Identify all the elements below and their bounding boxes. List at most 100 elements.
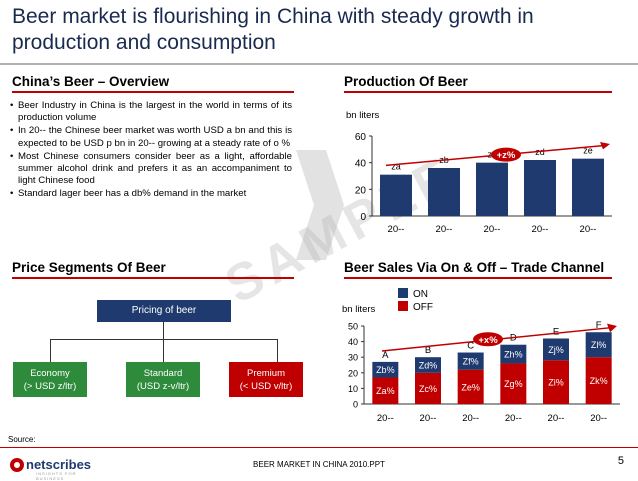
total-label: C xyxy=(467,341,474,352)
y-tick-label: 0 xyxy=(353,400,358,410)
segment-range: (> USD z/ltr) xyxy=(23,380,77,392)
growth-badge xyxy=(491,147,521,162)
bar-off xyxy=(457,369,484,404)
tree-connector xyxy=(277,339,278,362)
segment-name: Standard xyxy=(143,367,183,379)
legend-swatch xyxy=(398,301,408,311)
title-divider xyxy=(0,63,638,65)
bar-on xyxy=(543,338,569,361)
total-label: A xyxy=(382,350,389,361)
y-tick-label: 50 xyxy=(348,322,358,332)
overview-heading: China’s Beer – Overview xyxy=(12,74,294,93)
source-label: Source: xyxy=(8,435,36,444)
x-tick-label: 20-- xyxy=(580,224,597,235)
page-title: Beer market is flourishing in China with… xyxy=(12,5,534,54)
bar xyxy=(524,160,556,216)
production-heading: Production Of Beer xyxy=(344,74,612,93)
bar-on xyxy=(585,332,612,358)
data-label: Zf% xyxy=(463,357,479,367)
tree-connector xyxy=(163,322,164,339)
bar-on xyxy=(372,361,399,378)
bar-off xyxy=(415,372,441,404)
y-tick-label: 10 xyxy=(348,384,358,394)
footer-divider xyxy=(0,447,638,448)
data-label: Zl% xyxy=(591,340,607,350)
bar-off xyxy=(500,363,527,404)
x-tick-label: 20-- xyxy=(420,413,437,424)
y-tick-label: 20 xyxy=(348,368,358,378)
y-tick-label: 30 xyxy=(348,353,358,363)
data-label: Zg% xyxy=(504,379,523,389)
x-tick-label: 20-- xyxy=(590,413,607,424)
x-tick-label: 20-- xyxy=(548,413,565,424)
bar xyxy=(428,168,460,216)
segment-premium: Premium (< USD v/ltr) xyxy=(229,362,303,397)
y-tick-label: 60 xyxy=(355,132,367,143)
sales-unit-label: bn liters xyxy=(342,304,376,315)
growth-badge-label: +z% xyxy=(497,150,516,161)
tree-connector xyxy=(163,339,164,362)
bar-off xyxy=(543,360,569,404)
data-label: Zb% xyxy=(376,365,395,375)
growth-badge-label: +x% xyxy=(478,335,498,346)
data-label: Za% xyxy=(376,386,395,396)
overview-bullet: Beer Industry in China is the largest in… xyxy=(10,100,292,124)
x-tick-label: 20-- xyxy=(388,224,405,235)
growth-badge xyxy=(473,332,503,347)
production-unit-label: bn liters xyxy=(346,110,380,121)
total-label: F xyxy=(596,320,602,331)
growth-arrowhead xyxy=(607,323,617,333)
tree-connector xyxy=(50,339,51,362)
data-label: Zk% xyxy=(590,376,608,386)
bar-on xyxy=(500,344,527,364)
bar-on xyxy=(415,357,441,373)
segment-range: (< USD v/ltr) xyxy=(239,380,293,392)
y-tick-label: 40 xyxy=(355,159,367,170)
segment-economy: Economy (> USD z/ltr) xyxy=(13,362,87,397)
data-label: Zc% xyxy=(419,384,437,394)
x-tick-label: 20-- xyxy=(484,224,501,235)
bar-off xyxy=(372,377,399,404)
legend-label: ON xyxy=(413,289,428,300)
total-label: B xyxy=(425,345,431,356)
overview-bullet: Most Chinese consumers consider beer as … xyxy=(10,151,292,188)
sales-heading: Beer Sales Via On & Off – Trade Channel xyxy=(344,260,612,279)
segment-standard: Standard (USD z-v/ltr) xyxy=(126,362,200,397)
chevron-arrow-icon xyxy=(296,150,344,260)
x-tick-label: 20-- xyxy=(377,413,394,424)
legend-swatch xyxy=(398,288,408,298)
data-label: Zh% xyxy=(504,350,523,360)
x-tick-label: 20-- xyxy=(436,224,453,235)
footer-filename: BEER MARKET IN CHINA 2010.PPT xyxy=(253,460,385,469)
segment-range: (USD z-v/ltr) xyxy=(136,380,190,392)
price-segments-heading: Price Segments Of Beer xyxy=(12,260,294,279)
logo-icon xyxy=(10,457,24,472)
overview-bullet: Standard lager beer has a db% demand in … xyxy=(10,188,292,200)
pricing-root-box: Pricing of beer xyxy=(97,300,231,322)
y-tick-label: 0 xyxy=(360,212,366,223)
x-tick-label: 20-- xyxy=(462,413,479,424)
data-label: Zi% xyxy=(548,378,564,388)
total-label: E xyxy=(553,326,559,337)
bar xyxy=(380,174,412,216)
data-label: ze xyxy=(583,146,593,156)
overview-bullets: Beer Industry in China is the largest in… xyxy=(10,100,292,202)
x-tick-label: 20-- xyxy=(505,413,522,424)
logo-text: netscribes xyxy=(26,457,92,472)
data-label: Ze% xyxy=(461,382,480,392)
bar xyxy=(572,158,604,216)
page-number: 5 xyxy=(617,455,624,467)
y-tick-label: 40 xyxy=(348,337,358,347)
tree-connector xyxy=(50,339,278,340)
growth-arrowhead xyxy=(600,142,610,150)
bar xyxy=(476,162,508,216)
legend-label: OFF xyxy=(413,302,433,313)
overview-bullet: In 20-- the Chinese beer market was wort… xyxy=(10,125,292,149)
logo-tagline: INSIGHTS FOR BUSINESS xyxy=(36,471,77,481)
data-label: Zd% xyxy=(419,361,438,371)
data-label: za xyxy=(391,162,401,172)
bar-off xyxy=(585,357,612,404)
bar-on xyxy=(457,352,484,370)
x-tick-label: 20-- xyxy=(532,224,549,235)
